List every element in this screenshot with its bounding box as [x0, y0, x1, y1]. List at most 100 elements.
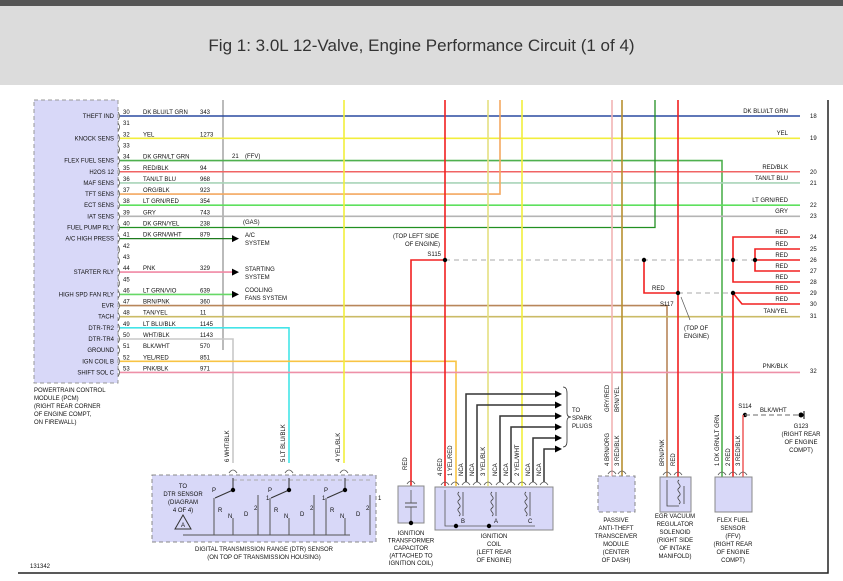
pcm-pin-circuit: 1273 — [200, 132, 214, 138]
capacitor-name: IGNITION COIL) — [389, 561, 433, 567]
splice-dot — [730, 257, 736, 263]
top-strip — [0, 0, 843, 6]
ffv-name: (FFV) — [725, 534, 740, 540]
coil-wire-label: NCA — [526, 463, 532, 476]
pcm-pin-function: GROUND — [87, 348, 114, 354]
pcm-connector-icon — [117, 267, 120, 277]
connector-icon — [528, 481, 538, 486]
terminal-number: 28 — [810, 280, 817, 286]
splice-s114-label: S114 — [738, 404, 752, 410]
splice-dot — [442, 257, 448, 263]
capacitor-name: CAPACITOR — [394, 546, 429, 552]
pcm-pin-wire-color: GRY — [143, 210, 156, 216]
gas-annotation: (GAS) — [243, 220, 260, 226]
connector-icon — [440, 481, 450, 486]
ignition-coil-name: IGNITION — [481, 534, 508, 540]
connector-icon — [738, 471, 748, 476]
terminal-wire-color: DK BLU/LT GRN — [743, 109, 788, 115]
pcm-pin-circuit: 971 — [200, 366, 211, 372]
terminal-wire-color: RED — [775, 242, 788, 248]
pcm-pin-number: 38 — [123, 199, 130, 205]
connector-icon — [506, 481, 516, 486]
ffv-wire-label: 1 DK GRN/LT GRN — [715, 415, 721, 466]
pcm-pin-number: 34 — [123, 155, 130, 161]
pcm-pin-circuit: 639 — [200, 288, 211, 294]
pcm-connector-icon — [117, 368, 120, 377]
pats-wire-lower-label: 4 BRN/ORG — [605, 433, 611, 466]
capacitor-name: TRANSFORMER — [388, 539, 435, 545]
pcm-pin-number: 45 — [123, 277, 130, 283]
connector-icon — [284, 469, 294, 474]
splice-s117-location: ENGINE) — [684, 334, 709, 340]
coil-label: A — [494, 519, 498, 525]
pcm-pin-function: TFT SENS — [85, 192, 114, 198]
terminal-number: 31 — [810, 314, 817, 320]
destination-ac: SYSTEM — [245, 241, 270, 247]
pcm-pin-circuit: 851 — [200, 355, 211, 361]
spark-plug-lead — [532, 437, 558, 482]
dtr-position-label: P — [324, 488, 328, 494]
pcm-connector-icon — [117, 200, 120, 210]
spark-plug-arrow-icon — [555, 423, 562, 431]
pcm-connector-icon — [117, 145, 120, 154]
pcm-pin-circuit: 743 — [200, 210, 211, 216]
dtr-wire-label: 5 LT BLU/BLK — [281, 424, 287, 462]
pcm-pin-function: IAT SENS — [87, 214, 114, 220]
pcm-pin-wire-color: ORG/BLK — [143, 188, 170, 194]
connector-icon — [607, 470, 617, 475]
pats-wire-upper-label: GRY/RED — [605, 384, 611, 412]
pcm-pin-wire-color: DK BLU/LT GRN — [143, 110, 188, 116]
terminal-wire-color: YEL — [777, 131, 789, 137]
pcm-pin-wire-color: YEL/RED — [143, 355, 169, 361]
dtr-sensor-name: DIGITAL TRANSMISSION RANGE (DTR) SENSOR — [195, 547, 334, 553]
connector-icon — [472, 481, 482, 486]
pats-name: OF DASH) — [602, 558, 631, 564]
dtr-wire-label: 4 YEL/BLK — [336, 433, 342, 462]
spark-plug-arrow-icon — [555, 412, 562, 420]
splice-s117-wire: RED — [652, 286, 665, 292]
pcm-pin-number: 47 — [123, 300, 130, 306]
egr-name: OF INTAKE — [659, 546, 690, 552]
ffv-name: OF ENGINE — [716, 550, 749, 556]
pcm-pin-number: 53 — [123, 366, 130, 372]
pats-name: ANTI-THEFT — [599, 526, 634, 532]
pcm-connector-icon — [117, 178, 120, 188]
pcm-pin-number: 39 — [123, 210, 130, 216]
splice-s117-location: (TOP OF — [684, 326, 708, 332]
dtr-inner-label: 4 OF 4) — [173, 508, 193, 514]
solenoid-coil-icon — [666, 479, 681, 507]
pcm-pin-function: EVR — [102, 304, 115, 310]
dtr-position-label: R — [218, 508, 223, 514]
pcm-pin-wire-color: YEL — [143, 132, 155, 138]
figure-id: 131342 — [30, 564, 51, 570]
spark-plug-arrow-icon — [555, 445, 562, 453]
ground-g123-location: (RIGHT REAR — [782, 432, 822, 438]
dtr-position-label: D — [244, 512, 249, 518]
dtr-position-label: R — [274, 508, 279, 514]
pcm-connector-icon — [117, 189, 120, 199]
pcm-pin-number: 48 — [123, 311, 130, 317]
pcm-connector-icon — [117, 234, 120, 243]
pcm-pin-number: 49 — [123, 322, 130, 328]
pcm-pin-number: 40 — [123, 222, 130, 228]
wire-s115-capacitor — [410, 259, 445, 486]
egr-wire-label: RED — [671, 453, 677, 466]
terminal-number: 19 — [810, 136, 817, 142]
pcm-pin-function: A/C HIGH PRESS — [65, 237, 114, 243]
figure-title: Fig 1: 3.0L 12-Valve, Engine Performance… — [208, 35, 635, 55]
wire-pin-49 — [120, 327, 290, 463]
splice-dot — [752, 257, 758, 263]
wire-s117-branch — [643, 260, 678, 294]
dtr-position-label: 2 — [366, 506, 370, 512]
pcm-pin-wire-color: LT BLU/BLK — [143, 322, 176, 328]
terminal-number: 29 — [810, 291, 817, 297]
coil-wire-label: NCA — [470, 463, 476, 476]
pcm-pin-function: ECT SENS — [84, 203, 114, 209]
egr-solenoid-box — [659, 476, 692, 513]
terminal-wire-color: TAN/LT BLU — [755, 176, 788, 182]
ground-g123-label: G123 — [794, 424, 809, 430]
pcm-pin-function: FLEX FUEL SENS — [64, 159, 114, 165]
connector-icon — [617, 470, 627, 475]
pcm-pin-number: 44 — [123, 266, 130, 272]
